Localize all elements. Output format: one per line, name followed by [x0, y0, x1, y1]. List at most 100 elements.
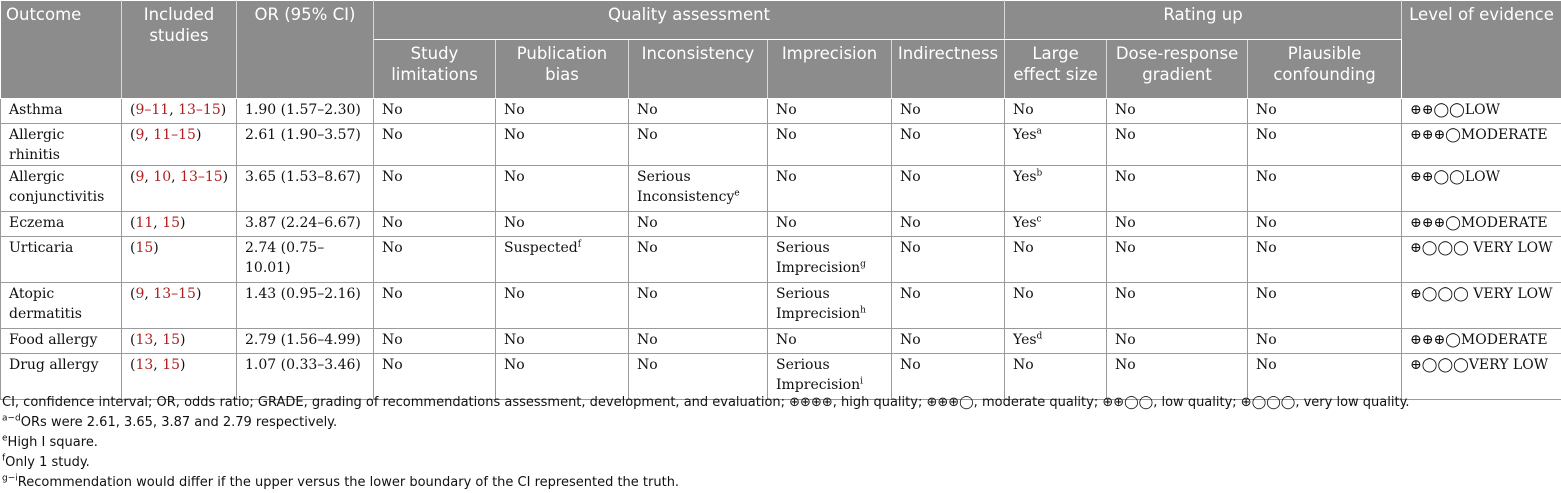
imprecision-cell: No	[768, 166, 892, 212]
large-effect-cell: No	[1005, 99, 1107, 124]
header-indirectness: Indirectness	[892, 40, 1005, 99]
indirectness-cell: No	[892, 212, 1005, 237]
dose-response-cell: No	[1107, 99, 1248, 124]
plausible-confounding-cell: No	[1248, 329, 1402, 354]
plausible-confounding-cell: No	[1248, 212, 1402, 237]
footnote-text: ORs were 2.61, 3.65, 3.87 and 2.79 respe…	[21, 415, 337, 430]
large-effect-cell-text: No	[1013, 357, 1034, 373]
reference-link[interactable]: 15	[162, 357, 180, 373]
publication-bias-cell: No	[496, 283, 629, 329]
table-row: Atopic dermatitis(9, 13–15)1.43 (0.95–2.…	[1, 283, 1561, 329]
imprecision-cell-text: No	[776, 215, 797, 231]
study-limitations-cell: No	[374, 237, 496, 283]
ref-close-paren: )	[196, 286, 201, 302]
reference-link[interactable]: 9	[135, 169, 144, 185]
imprecision-cell-text: Serious Imprecision	[776, 286, 860, 322]
plausible-confounding-cell: No	[1248, 283, 1402, 329]
reference-link[interactable]: 13–15	[178, 102, 221, 118]
reference-link[interactable]: 15	[135, 240, 153, 256]
included-studies-cell: (15)	[122, 237, 237, 283]
header-study-limitations: Study limitations	[374, 40, 496, 99]
large-effect-cell: Yesd	[1005, 329, 1107, 354]
large-effect-cell-text: Yes	[1013, 127, 1037, 143]
reference-link[interactable]: 15	[162, 332, 180, 348]
publication-bias-cell: No	[496, 329, 629, 354]
reference-link[interactable]: 13–15	[180, 169, 223, 185]
reference-link[interactable]: 13	[135, 357, 153, 373]
footnote-g-i: g−iRecommendation would differ if the up…	[2, 473, 1557, 493]
publication-bias-cell-text: No	[504, 102, 525, 118]
ref-close-paren: )	[153, 240, 158, 256]
ref-close-paren: )	[180, 215, 185, 231]
imprecision-cell: No	[768, 329, 892, 354]
study-limitations-cell: No	[374, 99, 496, 124]
publication-bias-cell-text: No	[504, 127, 525, 143]
large-effect-cell-footnote-mark: b	[1037, 168, 1043, 178]
ref-close-paren: )	[221, 102, 226, 118]
reference-link[interactable]: 9–11	[135, 102, 169, 118]
inconsistency-cell-footnote-mark: e	[734, 188, 739, 198]
publication-bias-cell-text: No	[504, 169, 525, 185]
inconsistency-cell-text: No	[637, 240, 658, 256]
reference-link[interactable]: 10	[153, 169, 171, 185]
footnote-text: High I square.	[8, 435, 98, 450]
header-dose-response-gradient: Dose-response gradient	[1107, 40, 1248, 99]
indirectness-cell: No	[892, 166, 1005, 212]
indirectness-cell: No	[892, 329, 1005, 354]
plausible-confounding-cell: No	[1248, 99, 1402, 124]
footnote-e: eHigh I square.	[2, 433, 1557, 453]
imprecision-cell: No	[768, 99, 892, 124]
imprecision-cell-footnote-mark: i	[860, 376, 863, 386]
inconsistency-cell: No	[629, 99, 768, 124]
or-ci-cell: 3.87 (2.24–6.67)	[237, 212, 374, 237]
inconsistency-cell: Serious Inconsistencye	[629, 166, 768, 212]
header-inconsistency: Inconsistency	[629, 40, 768, 99]
ref-close-paren: )	[196, 127, 201, 143]
reference-link[interactable]: 13–15	[153, 286, 196, 302]
header-plausible-confounding: Plausible confounding	[1248, 40, 1402, 99]
level-of-evidence-cell: ⊕◯◯◯ VERY LOW	[1402, 283, 1561, 329]
publication-bias-cell: No	[496, 99, 629, 124]
ref-close-paren: )	[223, 169, 228, 185]
or-ci-cell: 2.79 (1.56–4.99)	[237, 329, 374, 354]
imprecision-cell: No	[768, 212, 892, 237]
dose-response-cell: No	[1107, 283, 1248, 329]
outcome-cell: Urticaria	[1, 237, 122, 283]
reference-link[interactable]: 11	[135, 215, 153, 231]
reference-link[interactable]: 13	[135, 332, 153, 348]
imprecision-cell-footnote-mark: g	[860, 259, 866, 269]
or-ci-cell: 1.43 (0.95–2.16)	[237, 283, 374, 329]
footnote-text: Recommendation would differ if the upper…	[18, 475, 679, 490]
dose-response-cell: No	[1107, 166, 1248, 212]
imprecision-cell: Serious Imprecisionh	[768, 283, 892, 329]
reference-link[interactable]: 9	[135, 286, 144, 302]
plausible-confounding-cell: No	[1248, 124, 1402, 166]
study-limitations-cell: No	[374, 329, 496, 354]
inconsistency-cell-text: No	[637, 127, 658, 143]
large-effect-cell: Yesc	[1005, 212, 1107, 237]
or-ci-cell: 2.74 (0.75–10.01)	[237, 237, 374, 283]
table-footnotes: CI, confidence interval; OR, odds ratio;…	[2, 393, 1557, 493]
header-publication-bias: Publication bias	[496, 40, 629, 99]
inconsistency-cell: No	[629, 212, 768, 237]
large-effect-cell-text: Yes	[1013, 332, 1037, 348]
footnote-mark: a−d	[2, 414, 21, 424]
publication-bias-cell-text: No	[504, 332, 525, 348]
reference-link[interactable]: 9	[135, 127, 144, 143]
reference-link[interactable]: 11–15	[153, 127, 196, 143]
included-studies-cell: (9, 10, 13–15)	[122, 166, 237, 212]
inconsistency-cell: No	[629, 283, 768, 329]
level-of-evidence-cell: ⊕⊕◯◯LOW	[1402, 99, 1561, 124]
study-limitations-cell: No	[374, 166, 496, 212]
included-studies-cell: (9–11, 13–15)	[122, 99, 237, 124]
inconsistency-cell: No	[629, 124, 768, 166]
publication-bias-cell-text: No	[504, 357, 525, 373]
footnote-abbreviations: CI, confidence interval; OR, odds ratio;…	[2, 393, 1557, 413]
indirectness-cell: No	[892, 237, 1005, 283]
outcome-cell: Allergic conjunctivitis	[1, 166, 122, 212]
large-effect-cell: Yesb	[1005, 166, 1107, 212]
outcome-cell: Asthma	[1, 99, 122, 124]
reference-link[interactable]: 15	[162, 215, 180, 231]
inconsistency-cell: No	[629, 237, 768, 283]
